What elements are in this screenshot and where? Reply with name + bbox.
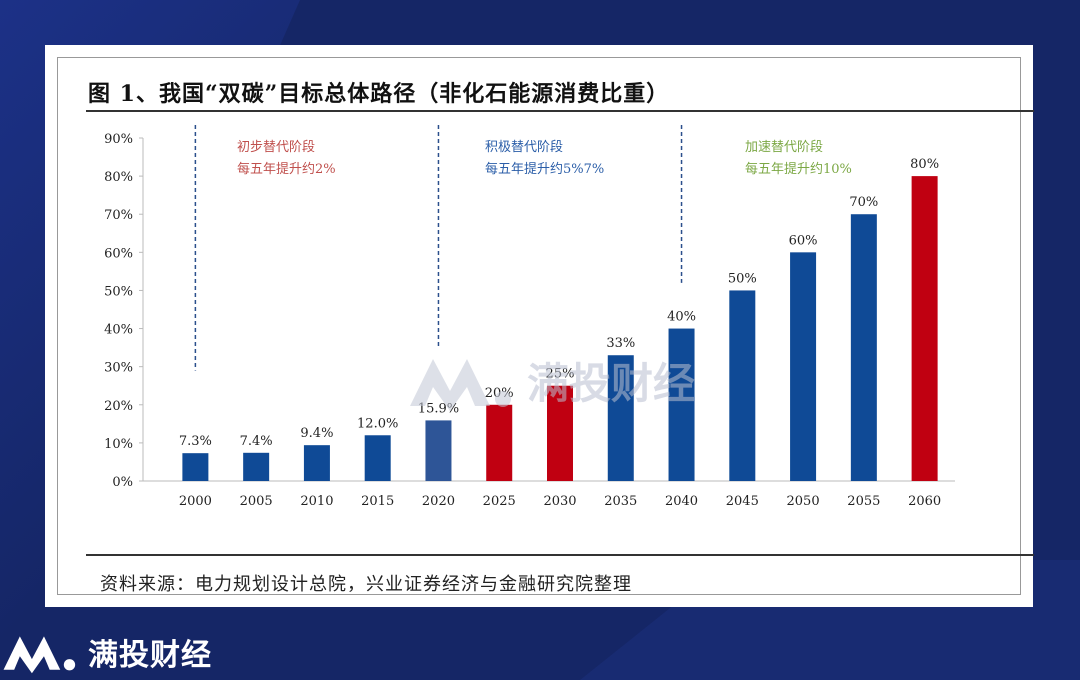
y-tick-label: 20% [104,399,133,414]
stage-3-desc: 每五年提升约10% [745,161,852,177]
data-label-2000: 7.3% [179,434,212,449]
data-label-2055: 70% [849,195,878,210]
bar-2020 [425,420,452,481]
bar-2060 [911,176,938,481]
y-tick-label: 10% [104,437,133,452]
bar-2025 [486,404,513,481]
data-label-2035: 33% [606,336,635,351]
figure-source: 资料来源：电力规划设计总院，兴业证券经济与金融研究院整理 [100,574,632,595]
y-tick-label: 50% [104,284,133,299]
x-tick-label-2045: 2045 [726,494,759,509]
data-label-2005: 7.4% [240,434,273,449]
data-label-2010: 9.4% [300,426,333,441]
bar-2015 [364,435,391,481]
data-label-2060: 80% [910,157,939,172]
footer-brand-logo: 满投财经 [0,628,212,676]
data-label-2050: 60% [789,233,818,248]
bar-2040 [668,328,695,481]
stage-3-name: 加速替代阶段 [745,140,823,155]
y-tick-label: 0% [112,475,133,490]
stage-2-name: 积极替代阶段 [485,140,563,155]
bar-chart: 0% 10% 20% 30% 40% 50% 60% 70% 80% 90% 7.3% 2000 7.4… [104,125,955,509]
watermark: 满投财经 [405,350,695,411]
bar-2045 [729,290,756,481]
watermark-text: 满投财经 [527,359,696,408]
bar-2010 [303,445,330,481]
brand-logo-icon [3,636,76,674]
figure-frame: 图 1、我国“双碳”目标总体路径（非化石能源消费比重） 资料来源：电力规划设计总… [57,57,1034,595]
x-tick-label-2035: 2035 [604,494,637,509]
x-tick-label-2055: 2055 [847,494,880,509]
y-tick-label: 70% [104,208,133,223]
bar-2050 [790,252,817,481]
watermark-logo-icon [410,358,511,411]
x-tick-label-2025: 2025 [483,494,516,509]
stage-1-name: 初步替代阶段 [237,140,315,155]
x-tick-label-2005: 2005 [240,494,273,509]
x-tick-label-2015: 2015 [361,494,394,509]
x-tick-label-2040: 2040 [665,494,698,509]
x-tick-label-2000: 2000 [179,494,212,509]
bar-2000 [182,453,209,481]
data-label-2040: 40% [667,310,696,325]
data-label-2045: 50% [728,271,757,286]
stage-2-desc: 每五年提升约5%7% [485,161,604,177]
y-tick-label: 30% [104,361,133,376]
x-tick-label-2030: 2030 [543,494,576,509]
y-tick-label: 90% [104,132,133,147]
bar-2035 [607,355,634,481]
figure-title: 图 1、我国“双碳”目标总体路径（非化石能源消费比重） [88,81,670,107]
y-tick-label: 60% [104,246,133,261]
data-label-2015: 12.0% [357,416,398,431]
x-tick-label-2020: 2020 [422,494,455,509]
y-tick-label: 80% [104,170,133,185]
stage-1-desc: 每五年提升约2% [237,161,336,177]
bar-2030 [547,385,573,481]
x-tick-label-2010: 2010 [300,494,333,509]
x-tick-label-2050: 2050 [787,494,820,509]
title-divider [86,110,1034,112]
data-label-2030: 25% [546,367,575,382]
y-tick-label: 40% [104,323,133,338]
brand-name: 满投财经 [88,638,212,673]
x-tick-label-2060: 2060 [908,494,941,509]
bar-2005 [243,452,270,481]
bar-2055 [850,214,877,481]
figure-card: 图 1、我国“双碳”目标总体路径（非化石能源消费比重） 资料来源：电力规划设计总… [45,45,1034,607]
source-divider [86,554,1034,556]
